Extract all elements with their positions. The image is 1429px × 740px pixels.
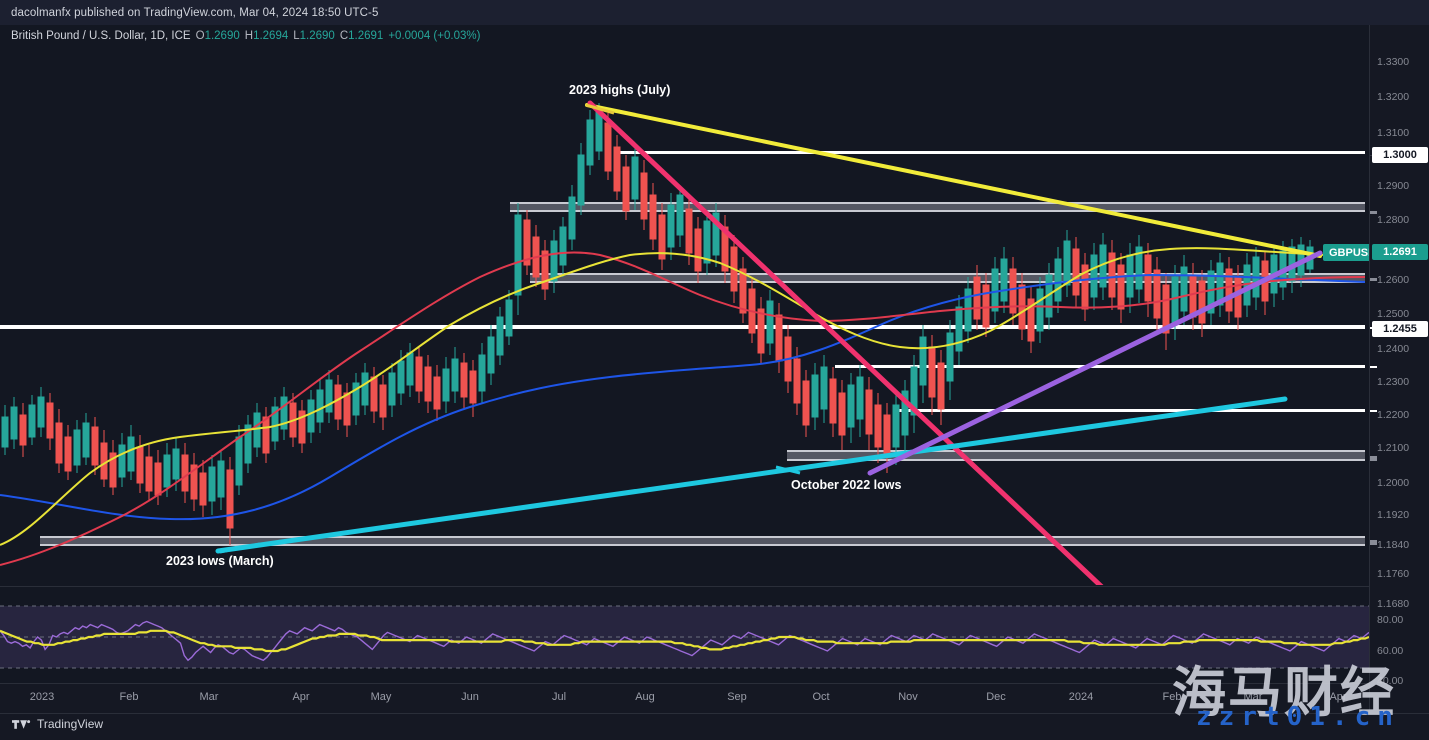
price-plot	[0, 25, 1369, 585]
time-tick: May	[370, 691, 392, 703]
legend-open-label: O	[195, 30, 205, 42]
legend-symbol: British Pound / U.S. Dollar, 1D, ICE	[11, 30, 191, 42]
time-tick: Feb	[1162, 691, 1182, 703]
price-tick: 1.1680	[1377, 598, 1410, 610]
price-level-badge-1-2455: 1.2455	[1372, 321, 1428, 337]
trendline-purple-ascending	[867, 250, 1323, 476]
published-text: dacolmanfx published on TradingView.com,…	[11, 6, 379, 19]
pane-separator	[0, 586, 1369, 587]
legend-high-value: 1.2694	[253, 30, 289, 42]
trendline-pink-descending	[587, 100, 1104, 585]
candlestick-series	[1, 103, 1314, 545]
price-level-badge-1-3000: 1.3000	[1372, 147, 1428, 163]
time-tick: Sep	[727, 691, 747, 703]
price-tick: 1.2600	[1377, 274, 1410, 286]
price-tick: 1.1760	[1377, 568, 1410, 580]
price-tick: 1.1920	[1377, 509, 1410, 521]
supply-demand-zones	[40, 202, 1365, 546]
ma-yellow	[0, 247, 1366, 546]
chart-frame[interactable]: British Pound / U.S. Dollar, 1D, ICE O1.2…	[0, 25, 1369, 713]
tradingview-logo[interactable]: TradingView	[12, 717, 103, 731]
price-tick: 1.1840	[1377, 539, 1410, 551]
bottom-bar	[0, 713, 1429, 740]
legend-close-label: C	[339, 30, 349, 42]
price-tick: 1.2800	[1377, 214, 1410, 226]
horizontal-levels	[0, 151, 1365, 412]
legend-close-value: 1.2691	[348, 30, 384, 42]
time-tick: Nov	[898, 691, 918, 703]
time-tick: Apr	[292, 691, 310, 703]
time-axis[interactable]: 2023 Feb Mar Apr May Jun Jul Aug Sep Oct…	[0, 683, 1369, 714]
legend-low-label: L	[293, 30, 300, 42]
price-tick: 1.2900	[1377, 180, 1410, 192]
time-tick: Mar	[199, 691, 219, 703]
rsi-tick: 80.00	[1377, 614, 1404, 626]
watermark-chinese: 海马财经	[1172, 661, 1396, 724]
time-tick: Aug	[635, 691, 655, 703]
time-tick: Dec	[986, 691, 1006, 703]
price-pane[interactable]: 2023 highs (July) October 2022 lows 2023…	[0, 25, 1369, 585]
annotation-2023-lows: 2023 lows (March)	[166, 554, 274, 568]
trendline-cyan-ascending	[215, 396, 1288, 554]
ma-red	[0, 251, 1366, 566]
price-tick: 1.3300	[1377, 56, 1410, 68]
price-tick: 1.2200	[1377, 409, 1410, 421]
time-tick: Jun	[461, 691, 479, 703]
current-price-badge: 1.2691	[1372, 244, 1428, 260]
symbol-price-badge: GBPUSD	[1323, 244, 1369, 261]
ma-blue	[0, 273, 1366, 521]
symbol-badge-label: GBPUSD	[1329, 246, 1369, 259]
annotation-pointer-2023-lows	[219, 542, 261, 554]
annotation-october-2022-lows: October 2022 lows	[791, 478, 902, 492]
legend-high-label: H	[244, 30, 254, 42]
annotation-pointer-2023-highs	[585, 103, 615, 115]
price-tick: 1.2300	[1377, 376, 1410, 388]
annotation-pointer-oct-lows	[775, 465, 801, 475]
time-tick: 2023	[29, 691, 55, 703]
legend-low-value: 1.2690	[299, 30, 335, 42]
published-bar: dacolmanfx published on TradingView.com,…	[0, 0, 1429, 25]
time-tick: Feb	[119, 691, 139, 703]
price-tick: 1.2100	[1377, 442, 1410, 454]
price-tick: 1.3100	[1377, 127, 1410, 139]
time-tick: Mar	[1243, 691, 1263, 703]
price-tick: 1.3200	[1377, 91, 1410, 103]
watermark-url: zzrt01.cn	[1196, 702, 1400, 732]
price-tick: 1.2000	[1377, 477, 1410, 489]
price-tick: 1.2500	[1377, 308, 1410, 320]
rsi-tick: 40.00	[1377, 675, 1404, 687]
annotation-2023-highs: 2023 highs (July)	[569, 83, 671, 97]
tradingview-brand-name: TradingView	[37, 717, 104, 731]
current-price-value: 1.2691	[1383, 246, 1417, 258]
legend-change: +0.0004 (+0.03%)	[388, 30, 481, 42]
tradingview-mark-icon	[12, 719, 31, 729]
price-tick: 1.2400	[1377, 343, 1410, 355]
trendline-yellow-descending	[585, 103, 1322, 258]
time-tick: Jul	[551, 691, 567, 703]
price-axis[interactable]: 1.3300 1.3200 1.3100 1.3000 1.2900 1.280…	[1369, 25, 1429, 713]
time-tick: 2024	[1068, 691, 1094, 703]
rsi-ma-line	[0, 629, 1369, 653]
time-tick: Oct	[812, 691, 830, 703]
legend-open-value: 1.2690	[204, 30, 240, 42]
chart-legend: British Pound / U.S. Dollar, 1D, ICE O1.2…	[11, 30, 480, 42]
rsi-tick: 60.00	[1377, 645, 1404, 657]
rsi-band	[0, 606, 1369, 668]
time-tick: Apr	[1329, 691, 1347, 703]
